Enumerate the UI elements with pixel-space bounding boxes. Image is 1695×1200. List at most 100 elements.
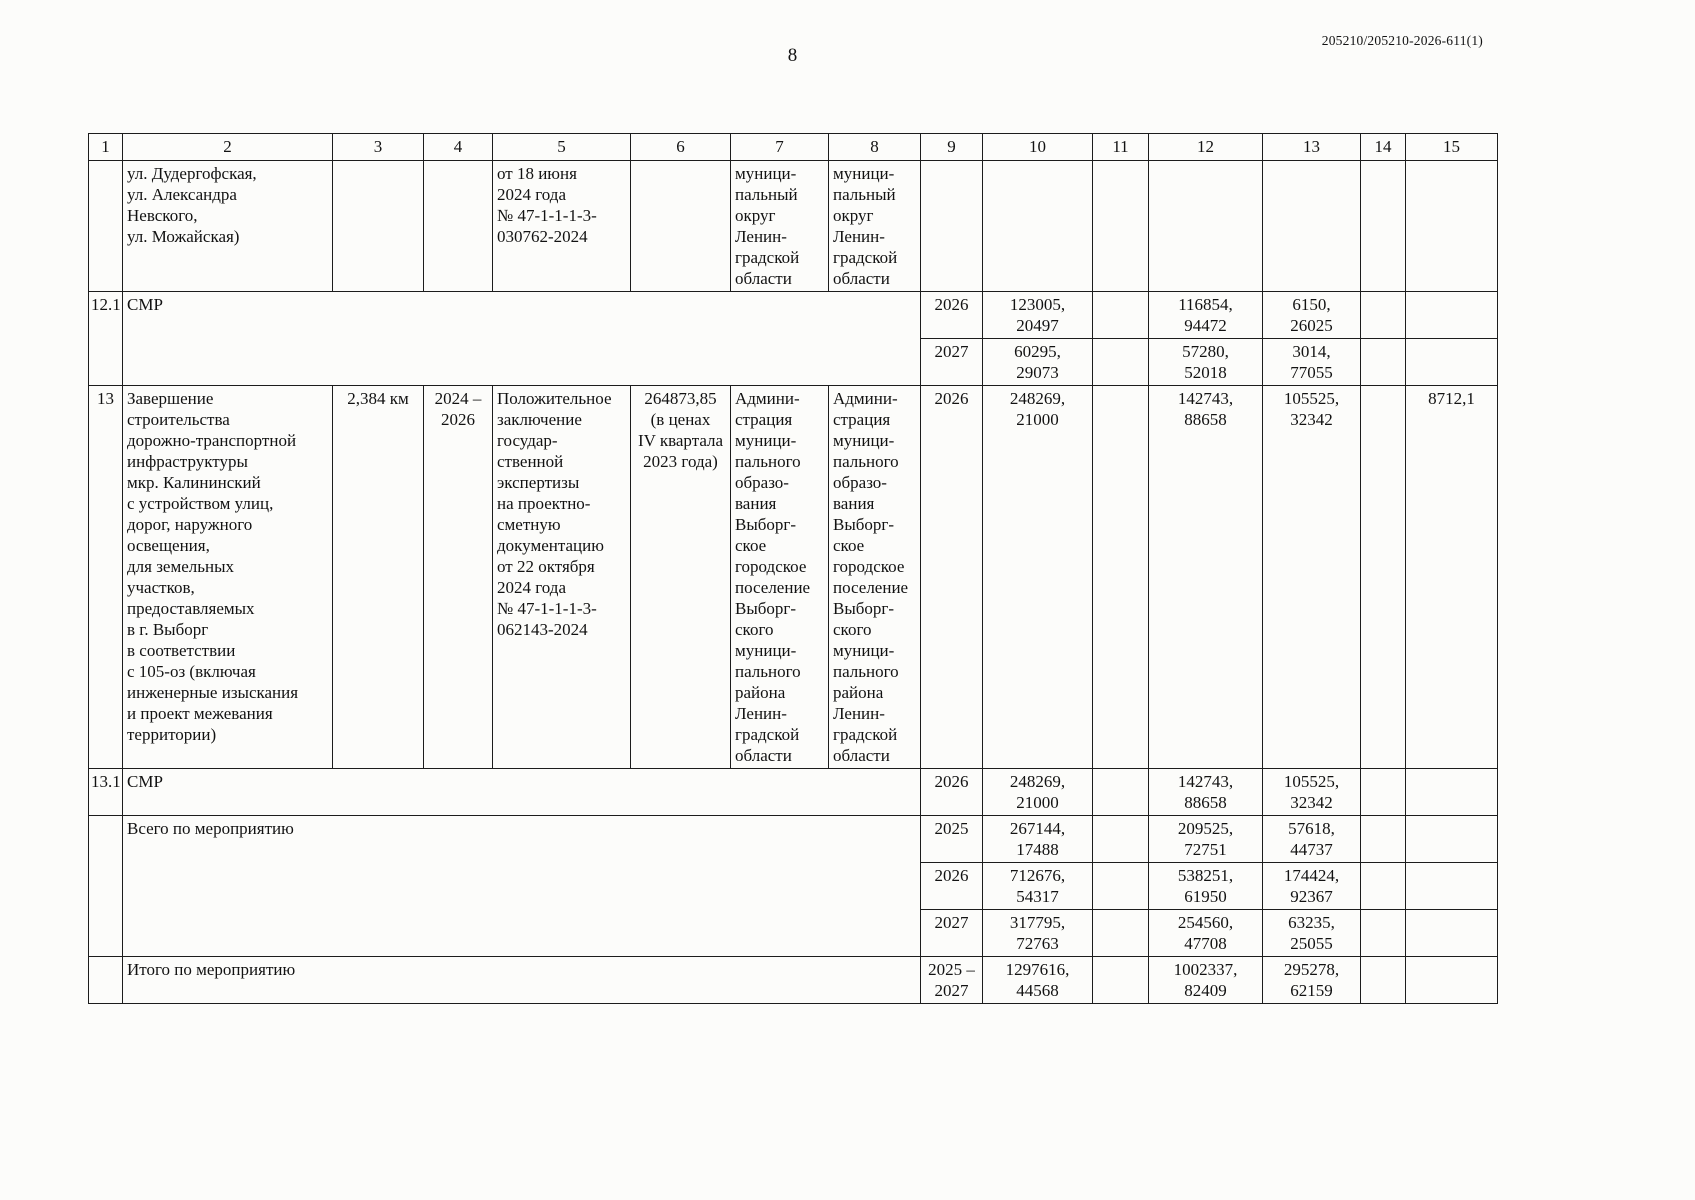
page-number: 8 [787, 45, 798, 66]
cell-empty [1405, 160, 1498, 292]
row-grand-total: Итого по мероприятию 2025 – 2027 1297616… [88, 956, 1498, 1004]
cell-developer: Админи- страция муници- пального образо-… [828, 385, 921, 769]
cell-regional-budget: 57280, 52018 [1148, 338, 1263, 386]
cell-local-budget: 63235, 25055 [1262, 909, 1361, 957]
cell-empty [1360, 291, 1406, 339]
cell-local-budget: 3014, 77055 [1262, 338, 1361, 386]
cell-local-budget: 174424, 92367 [1262, 862, 1361, 910]
cell-empty [630, 160, 731, 292]
col-header-2: 2 [122, 133, 333, 161]
cell-expertise: Положительное заключение государ- ственн… [492, 385, 631, 769]
cell-total: 123005, 20497 [982, 291, 1093, 339]
col-header-9: 9 [920, 133, 983, 161]
cell-empty [1360, 815, 1406, 863]
cell-period: 2024 – 2026 [423, 385, 493, 769]
cell-expertise: от 18 июня 2024 года № 47-1-1-1-3- 03076… [492, 160, 631, 292]
cell-empty [1148, 160, 1263, 292]
cell-local-budget: 105525, 32342 [1262, 385, 1361, 769]
cell-empty [1405, 768, 1498, 816]
cell-empty [1092, 956, 1149, 1004]
cell-empty [1360, 160, 1406, 292]
cell-total: 248269, 21000 [982, 385, 1093, 769]
cell-row-id: 13 [88, 385, 123, 769]
col-header-15: 15 [1405, 133, 1498, 161]
cell-local-budget: 6150, 26025 [1262, 291, 1361, 339]
cell-total: 248269, 21000 [982, 768, 1093, 816]
col-header-6: 6 [630, 133, 731, 161]
cell-empty [1405, 291, 1498, 339]
cell-empty [1092, 815, 1149, 863]
cell-regional-budget: 1002337, 82409 [1148, 956, 1263, 1004]
col-header-10: 10 [982, 133, 1093, 161]
cell-object-name: Завершение строительства дорожно-транспо… [122, 385, 333, 769]
row-12-1-year-2026: 12.1 СМР 2026 123005, 20497 116854, 9447… [88, 291, 1498, 386]
cell-local-budget: 295278, 62159 [1262, 956, 1361, 1004]
row-total-2025: Всего по мероприятию 2025 267144, 17488 … [88, 815, 1498, 957]
main-table: 1 2 3 4 5 6 7 8 9 10 11 12 13 14 15 ул. … [88, 133, 1498, 1004]
cell-developer: муници- пальный округ Ленин- градской об… [828, 160, 921, 292]
cell-object-name: ул. Дудергофская, ул. Александра Невског… [122, 160, 333, 292]
cell-empty [88, 815, 123, 957]
cell-regional-budget: 538251, 61950 [1148, 862, 1263, 910]
col-header-11: 11 [1092, 133, 1149, 161]
cell-customer: Админи- страция муници- пального образо-… [730, 385, 829, 769]
col-header-13: 13 [1262, 133, 1361, 161]
cell-empty [920, 160, 983, 292]
cell-year: 2025 – 2027 [920, 956, 983, 1004]
cell-row-id: 13.1 [88, 768, 123, 816]
cell-empty [1092, 768, 1149, 816]
row-13-1: 13.1 СМР 2026 248269, 21000 142743, 8865… [88, 768, 1498, 816]
cell-total: 712676, 54317 [982, 862, 1093, 910]
cell-year: 2026 [920, 768, 983, 816]
row-12-1-year-2027: 2027 60295, 29073 57280, 52018 3014, 770… [89, 338, 1498, 386]
cell-empty [1092, 291, 1149, 339]
cell-empty [1092, 862, 1149, 910]
cell-empty [88, 956, 123, 1004]
row-13: 13 Завершение строительства дорожно-тран… [88, 385, 1498, 769]
cell-year: 2026 [920, 291, 983, 339]
cell-empty [1360, 338, 1406, 386]
cell-empty [1360, 862, 1406, 910]
cell-empty [1405, 956, 1498, 1004]
cell-empty [332, 160, 424, 292]
col-header-5: 5 [492, 133, 631, 161]
cell-empty [423, 160, 493, 292]
cell-empty [1092, 909, 1149, 957]
cell-regional-budget: 142743, 88658 [1148, 768, 1263, 816]
col-header-1: 1 [88, 133, 123, 161]
cell-customer: муници- пальный округ Ленин- градской об… [730, 160, 829, 292]
cell-capacity: 2,384 км [332, 385, 424, 769]
cell-total: 317795, 72763 [982, 909, 1093, 957]
col-header-14: 14 [1360, 133, 1406, 161]
cell-total: 60295, 29073 [982, 338, 1093, 386]
cell-empty [1092, 385, 1149, 769]
col-header-12: 12 [1148, 133, 1263, 161]
col-header-4: 4 [423, 133, 493, 161]
cell-grand-total-label: Итого по мероприятию [122, 956, 921, 1004]
cell-empty [1092, 338, 1149, 386]
cell-empty [1405, 338, 1498, 386]
cell-total-label: Всего по мероприятию [122, 815, 921, 957]
cell-regional-budget: 142743, 88658 [1148, 385, 1263, 769]
cell-cost: 264873,85 (в ценах IV квартала 2023 года… [630, 385, 731, 769]
cell-year: 2027 [920, 338, 983, 386]
cell-regional-budget: 254560, 47708 [1148, 909, 1263, 957]
cell-row-id: 12.1 [88, 291, 123, 386]
cell-regional-budget: 116854, 94472 [1148, 291, 1263, 339]
row-12-continuation: ул. Дудергофская, ул. Александра Невског… [88, 160, 1498, 292]
col-header-8: 8 [828, 133, 921, 161]
cell-local-budget: 57618, 44737 [1262, 815, 1361, 863]
col-header-3: 3 [332, 133, 424, 161]
cell-total: 1297616, 44568 [982, 956, 1093, 1004]
cell-empty [1405, 815, 1498, 863]
cell-year: 2026 [920, 385, 983, 769]
cell-year: 2025 [920, 815, 983, 863]
cell-year: 2027 [920, 909, 983, 957]
cell-empty [1360, 956, 1406, 1004]
cell-empty [1405, 862, 1498, 910]
cell-row-label: СМР [122, 291, 921, 386]
cell-empty [1360, 909, 1406, 957]
cell-other-sources: 8712,1 [1405, 385, 1498, 769]
cell-empty [1405, 909, 1498, 957]
cell-row-label: СМР [122, 768, 921, 816]
